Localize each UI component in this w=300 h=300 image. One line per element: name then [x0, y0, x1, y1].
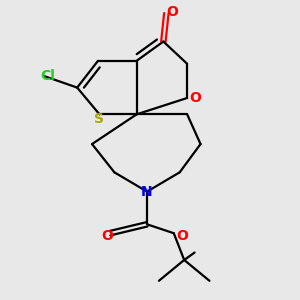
Text: N: N [141, 184, 153, 199]
Text: O: O [167, 5, 178, 19]
Text: Cl: Cl [40, 69, 55, 83]
Text: O: O [101, 229, 113, 243]
Text: O: O [176, 229, 188, 243]
Text: O: O [190, 91, 201, 105]
Text: S: S [94, 112, 104, 126]
